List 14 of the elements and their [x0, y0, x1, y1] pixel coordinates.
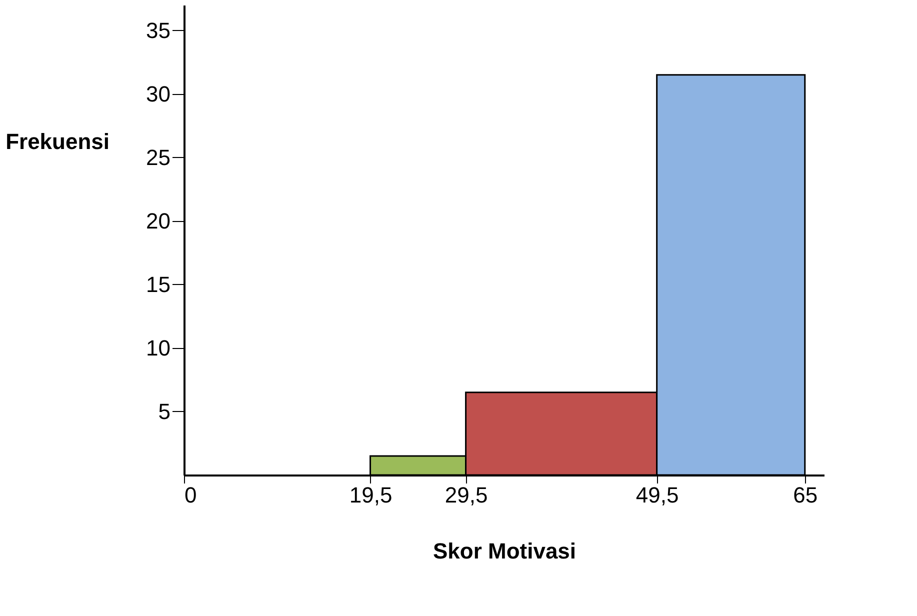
y-tick-label: 25: [146, 144, 170, 170]
y-tick-label: 10: [146, 335, 170, 360]
x-tick-label: 0: [184, 482, 197, 508]
x-tick-label: 29,5: [444, 482, 488, 508]
x-tick-label: 49,5: [636, 482, 679, 508]
y-tick-label: 35: [146, 18, 170, 43]
y-tick-label: 20: [146, 208, 170, 234]
y-axis-title: Frekuensi: [6, 128, 110, 154]
y-tick-label: 30: [146, 81, 170, 106]
x-axis-title: Skor Motivasi: [432, 538, 576, 564]
y-tick-label: 15: [146, 272, 170, 297]
y-tick-label: 5: [158, 398, 170, 424]
x-tick-label: 19,5: [349, 482, 392, 508]
x-tick-label: 65: [793, 482, 818, 508]
